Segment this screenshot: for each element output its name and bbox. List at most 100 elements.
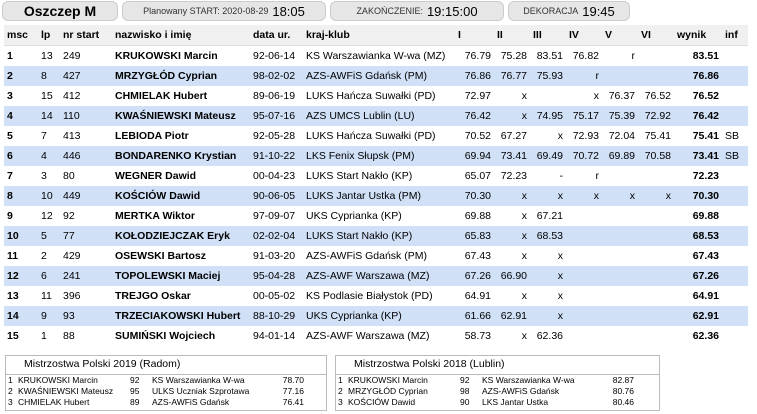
table-cell: 70.52 — [464, 130, 491, 142]
table-cell: 93 — [60, 306, 112, 326]
table-cell: 76.42 — [674, 106, 722, 126]
table-cell: 70.58 — [638, 146, 674, 166]
column-header: VI — [638, 25, 674, 46]
table-cell — [566, 246, 602, 266]
table-cell: r — [595, 170, 600, 182]
table-cell: x — [521, 210, 527, 222]
table-cell: 92-06-14 — [253, 50, 296, 62]
record-cell: 92 — [460, 375, 470, 385]
table-cell: 13 — [7, 290, 19, 302]
table-cell: 95-07-16 — [250, 106, 303, 126]
table-cell: x — [530, 186, 566, 206]
record-cell: KS Warszawianka W-wa — [482, 375, 575, 385]
table-cell — [722, 66, 748, 86]
table-cell: UKS Cyprianka (KP) — [306, 210, 402, 222]
table-cell: 68.53 — [530, 226, 566, 246]
table-cell: 5 — [7, 130, 13, 142]
record-cell: CHMIELAK Hubert — [18, 397, 90, 407]
table-cell: 75.93 — [530, 66, 566, 86]
end-box: ZAKOŃCZENIE: 19:15:00 — [330, 1, 504, 21]
table-cell: LEBIODA Piotr — [115, 130, 189, 142]
table-cell: 89-06-19 — [253, 90, 296, 102]
table-cell: LUKS Start Nakło (KP) — [306, 170, 413, 182]
table-cell: 64.91 — [464, 290, 491, 302]
table-cell: 3 — [7, 90, 13, 102]
table-cell: 90-06-05 — [250, 186, 303, 206]
table-cell: 76.86 — [455, 66, 494, 86]
table-cell: KWAŚNIEWSKI Mateusz — [112, 106, 250, 126]
table-row: 7 3 80 WEGNER Dawid 00-04-23 LUKS Start Nakło… — [4, 166, 748, 186]
record-cell: KOŚCIÓW Dawid — [348, 397, 416, 407]
record-cell: 76.41 — [282, 397, 304, 407]
record-cell: ULKS Uczniak Szprotawa — [152, 386, 250, 396]
table-cell: 1 — [41, 330, 47, 342]
table-cell — [722, 206, 748, 226]
table-row: 9 12 92 MERTKA Wiktor 97-09-07 UKS Cyprianka … — [4, 206, 748, 226]
table-cell: x — [566, 186, 602, 206]
column-header: II — [494, 25, 530, 46]
table-cell: CHMIELAK Hubert — [115, 90, 208, 102]
table-cell — [602, 306, 638, 326]
record-cell: KWAŚNIEWSKI Mateusz — [18, 386, 114, 396]
table-cell: LUKS Hańcza Suwałki (PD) — [306, 90, 436, 102]
table-cell: r — [566, 66, 602, 86]
start-label: Planowany START: 2020-08-29 — [143, 6, 269, 16]
results-table: msc lp nr start nazwisko i imię data ur. kraj… — [4, 25, 748, 346]
record-cell: 3 — [338, 397, 343, 407]
table-cell: 8 — [38, 66, 60, 86]
table-cell: 76.52 — [692, 90, 719, 102]
table-cell: MRZYGŁÓD Cyprian — [112, 66, 250, 86]
table-cell — [566, 266, 602, 286]
table-cell — [602, 266, 638, 286]
table-cell: 241 — [60, 266, 112, 286]
table-cell — [722, 246, 748, 266]
record-cell: AZS-AWFiS Gdańsk — [482, 386, 560, 396]
column-header: V — [602, 25, 638, 46]
table-cell: 14 — [4, 306, 38, 326]
column-header: III — [530, 25, 566, 46]
table-cell: 83.51 — [692, 50, 719, 62]
table-cell — [638, 66, 674, 86]
table-row: 4 14 110 KWAŚNIEWSKI Mateusz 95-07-16 AZS UMC… — [4, 106, 748, 126]
record-row: 1 KRUKOWSKI Marcin 92 KS Warszawianka W-wa 8… — [336, 375, 659, 386]
table-cell: x — [494, 226, 530, 246]
table-cell — [722, 286, 748, 306]
table-cell: 65.83 — [455, 226, 494, 246]
end-label: ZAKOŃCZENIE: — [356, 6, 423, 16]
table-cell: 10 — [4, 226, 38, 246]
table-cell: x — [494, 186, 530, 206]
record-box: Mistrzostwa Polski 2018 (Lublin) 1 KRUKOWS… — [335, 355, 660, 411]
table-cell: 429 — [63, 250, 81, 262]
table-row: 12 6 241 TOPOLEWSKI Maciej 95-04-28 AZS-AWF W… — [4, 266, 748, 286]
record-row: 2 KWAŚNIEWSKI Mateusz 95 ULKS Uczniak Szpro… — [6, 386, 326, 397]
table-row: 15 1 88 SUMIŃSKI Wojciech 94-01-14 AZS-AWF Wa… — [4, 326, 748, 346]
table-cell: 72.97 — [464, 90, 491, 102]
column-header: nr start — [60, 25, 112, 46]
table-cell: 11 — [41, 290, 52, 302]
table-cell: AZS-AWF Warszawa (MZ) — [303, 266, 455, 286]
table-cell — [566, 326, 602, 346]
start-box: Planowany START: 2020-08-29 18:05 — [122, 1, 326, 21]
table-cell: TRZECIAKOWSKI Hubert — [112, 306, 250, 326]
column-header: msc — [4, 25, 38, 46]
table-cell: 70.72 — [566, 146, 602, 166]
table-cell: 67.21 — [536, 210, 563, 222]
table-cell: 62.36 — [536, 330, 563, 342]
table-cell — [722, 106, 748, 126]
table-cell: 13 — [41, 50, 53, 62]
table-cell: x — [593, 90, 599, 102]
table-cell: 76.42 — [455, 106, 494, 126]
table-cell: 00-05-02 — [253, 290, 296, 302]
table-cell — [602, 66, 638, 86]
table-cell: 74.95 — [530, 106, 566, 126]
record-cell: 2 — [338, 386, 343, 396]
table-row: 10 5 77 KOŁODZIEJCZAK Eryk 02-02-04 LUKS Star… — [4, 226, 748, 246]
table-cell: OSEWSKI Bartosz — [115, 250, 207, 262]
table-cell: 76.77 — [494, 66, 530, 86]
table-cell: AZS-AWF Warszawa (MZ) — [306, 330, 430, 342]
table-cell: 75.17 — [566, 106, 602, 126]
table-cell: 72.23 — [692, 170, 719, 182]
table-cell — [638, 306, 674, 326]
table-cell: 69.88 — [464, 210, 491, 222]
record-cell: AZS-AWFiS Gdańsk — [152, 397, 230, 407]
